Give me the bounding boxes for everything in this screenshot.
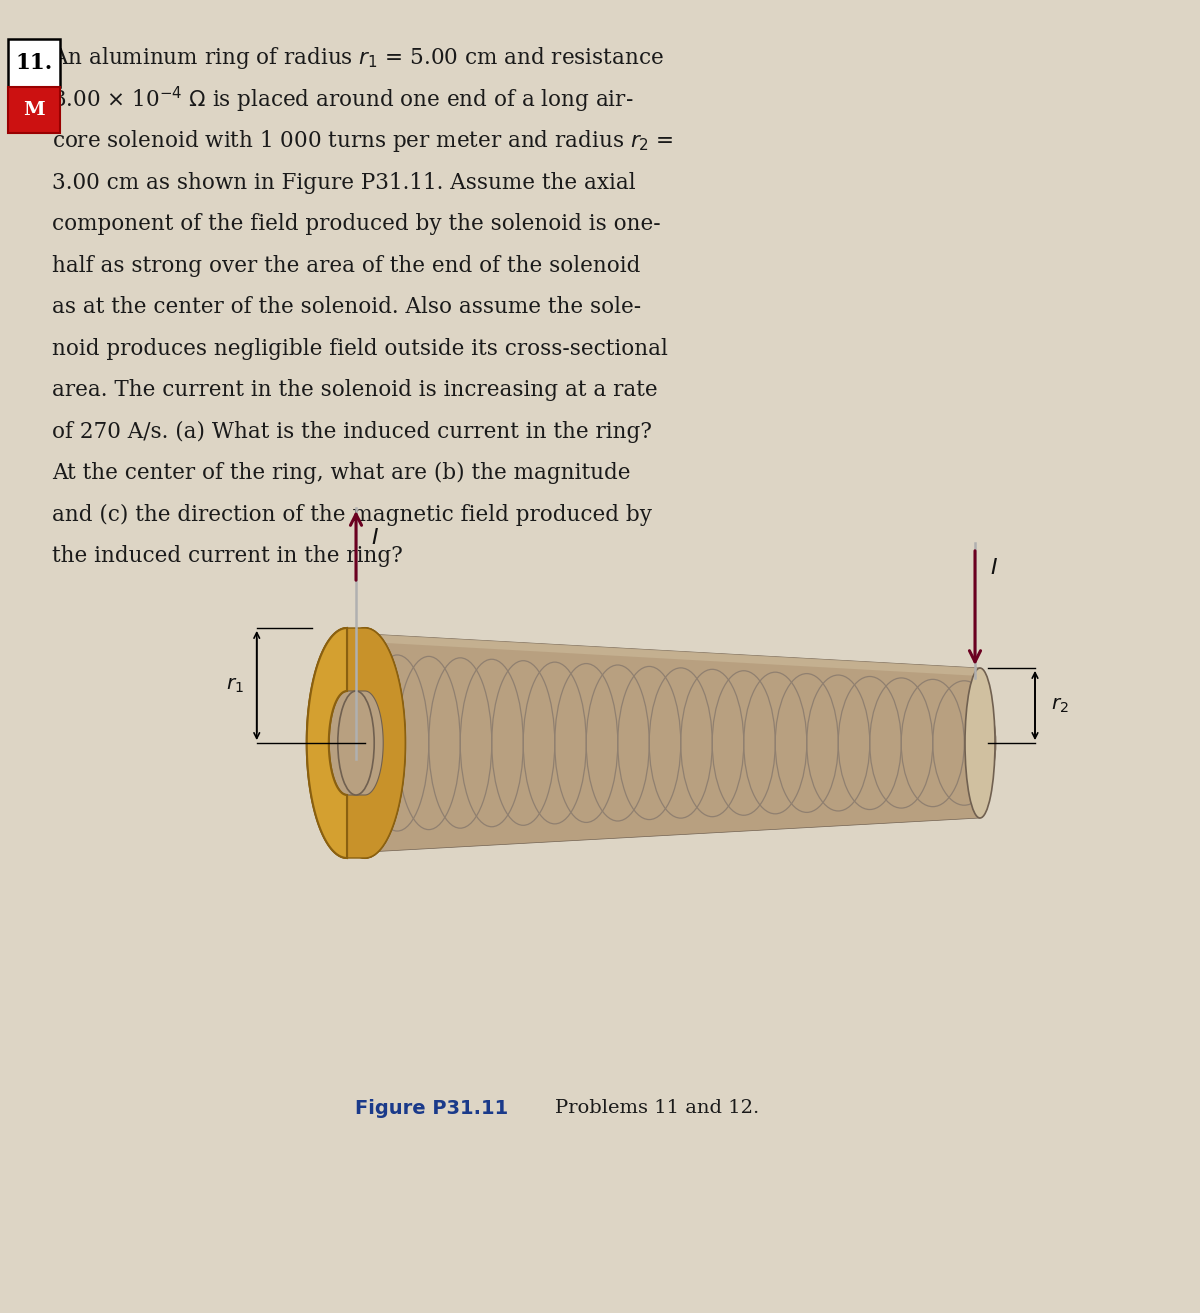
Ellipse shape xyxy=(965,668,995,818)
FancyBboxPatch shape xyxy=(8,39,60,87)
Text: half as strong over the area of the end of the solenoid: half as strong over the area of the end … xyxy=(52,255,641,277)
Text: as at the center of the solenoid. Also assume the sole-: as at the center of the solenoid. Also a… xyxy=(52,295,641,318)
Polygon shape xyxy=(307,628,406,857)
Text: M: M xyxy=(23,101,44,119)
Text: 3.00 $\times$ 10$^{-4}$ $\Omega$ is placed around one end of a long air-: 3.00 $\times$ 10$^{-4}$ $\Omega$ is plac… xyxy=(52,84,634,114)
Polygon shape xyxy=(329,691,383,794)
Polygon shape xyxy=(307,628,347,857)
Text: component of the field produced by the solenoid is one-: component of the field produced by the s… xyxy=(52,213,661,235)
Text: of 270 A/s. (a) What is the induced current in the ring?: of 270 A/s. (a) What is the induced curr… xyxy=(52,420,652,442)
Polygon shape xyxy=(325,628,406,857)
Text: 3.00 cm as shown in Figure P31.11. Assume the axial: 3.00 cm as shown in Figure P31.11. Assum… xyxy=(52,172,636,193)
Text: $I$: $I$ xyxy=(371,527,379,549)
Text: At the center of the ring, what are (b) the magnitude: At the center of the ring, what are (b) … xyxy=(52,462,630,484)
Text: the induced current in the ring?: the induced current in the ring? xyxy=(52,545,403,567)
Text: $r_1$: $r_1$ xyxy=(226,676,244,695)
Text: $r_2$: $r_2$ xyxy=(1051,696,1069,716)
Ellipse shape xyxy=(347,691,383,794)
Text: and (c) the direction of the magnetic field produced by: and (c) the direction of the magnetic fi… xyxy=(52,503,652,525)
Text: core solenoid with 1 000 turns per meter and radius $r_2$ =: core solenoid with 1 000 turns per meter… xyxy=(52,127,673,154)
Polygon shape xyxy=(350,633,980,676)
Ellipse shape xyxy=(338,691,374,794)
Text: noid produces negligible field outside its cross-sectional: noid produces negligible field outside i… xyxy=(52,337,668,360)
Text: 11.: 11. xyxy=(16,53,53,74)
Text: area. The current in the solenoid is increasing at a rate: area. The current in the solenoid is inc… xyxy=(52,379,658,400)
Polygon shape xyxy=(307,628,347,857)
Text: Problems 11 and 12.: Problems 11 and 12. xyxy=(554,1099,760,1117)
Text: Figure P31.11: Figure P31.11 xyxy=(355,1099,509,1117)
Ellipse shape xyxy=(325,628,406,857)
FancyBboxPatch shape xyxy=(8,87,60,133)
Text: An aluminum ring of radius $r_1$ = 5.00 cm and resistance: An aluminum ring of radius $r_1$ = 5.00 … xyxy=(52,45,664,71)
Text: $I$: $I$ xyxy=(990,557,998,579)
Polygon shape xyxy=(350,633,980,853)
